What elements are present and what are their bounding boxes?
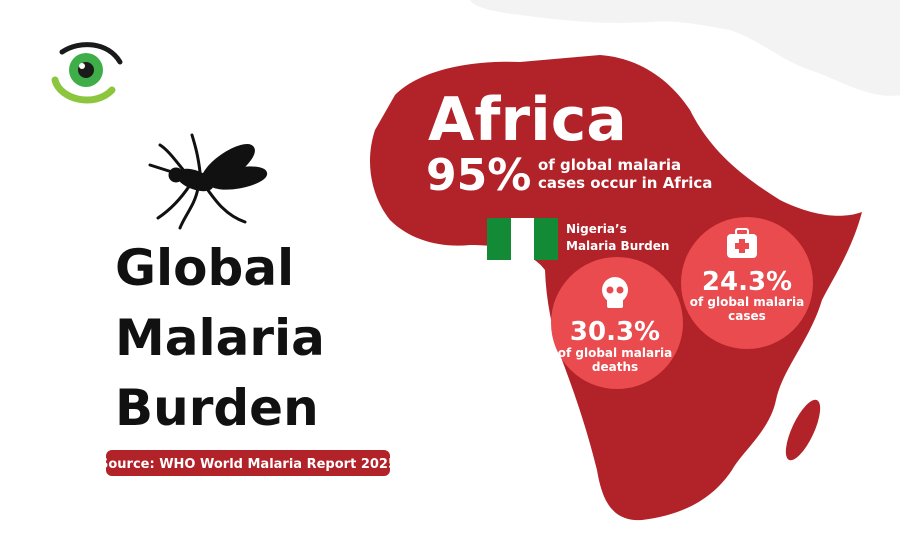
- skull: [602, 277, 628, 303]
- flag-stripe: [511, 218, 534, 260]
- mosquito-leg: [158, 143, 187, 174]
- stat-value: 24.3%: [702, 267, 792, 297]
- flag-stripe: [487, 218, 511, 260]
- stat-description: deaths: [592, 360, 638, 374]
- stat-value: 30.3%: [570, 317, 660, 347]
- logo-arc: [51, 76, 116, 104]
- mosquito: [148, 133, 268, 230]
- kit-cross: [735, 243, 749, 249]
- africa-description: of global malaria: [538, 156, 681, 174]
- africa-heading: Africa: [428, 85, 627, 155]
- logo-brow: [59, 42, 123, 65]
- mosquito-leg: [156, 183, 192, 220]
- skull-icon: [602, 277, 628, 308]
- logo-glint: [79, 63, 85, 69]
- stat-circle: [681, 217, 813, 349]
- title-line: Burden: [115, 379, 319, 437]
- source-pill: [106, 450, 390, 476]
- kit-handle: [735, 228, 749, 236]
- mosquito-leg: [190, 133, 202, 174]
- africa-stat: 95%: [426, 150, 531, 201]
- africa-description: cases occur in Africa: [538, 174, 712, 192]
- title-line: Global: [115, 239, 294, 297]
- world-map: [470, 0, 900, 96]
- nigeria-label: Nigeria’s: [566, 222, 627, 236]
- stat-description: of global malaria: [690, 295, 805, 309]
- skull-eye: [606, 286, 614, 294]
- nigeria-flag: [487, 218, 558, 260]
- skull-jaw: [607, 297, 623, 308]
- medical-kit-icon: [727, 228, 757, 258]
- stat-circle: [551, 257, 683, 389]
- skull-eye: [616, 286, 624, 294]
- mosquito-leg: [203, 184, 247, 224]
- stat-description: of global malaria: [558, 346, 673, 360]
- logo: [51, 42, 123, 104]
- mosquito-proboscis: [148, 163, 174, 174]
- nigeria-label: Malaria Burden: [566, 239, 669, 253]
- madagascar: [785, 399, 821, 461]
- source: Source: WHO World Malaria Report 2025: [99, 457, 397, 472]
- title-line: Malaria: [115, 309, 325, 367]
- stat-description: cases: [728, 309, 766, 323]
- flag-stripe: [534, 218, 558, 260]
- mosquito-leg: [178, 186, 200, 230]
